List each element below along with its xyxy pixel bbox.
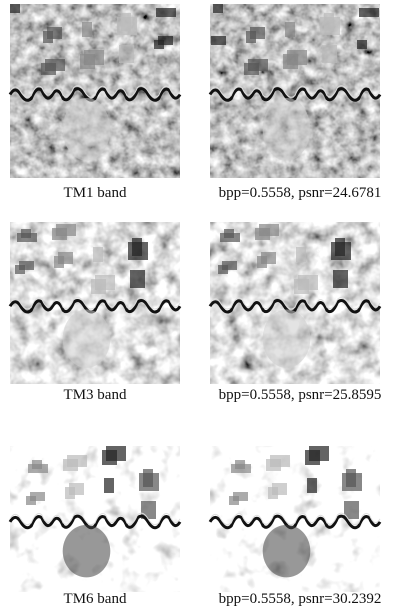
field-block xyxy=(231,464,251,473)
river xyxy=(208,87,382,102)
field-block xyxy=(342,473,362,491)
field-block xyxy=(91,279,106,294)
field-block xyxy=(255,228,270,240)
river-bank xyxy=(9,296,181,310)
field-block xyxy=(233,492,248,501)
field-block xyxy=(344,501,359,519)
result-caption: bpp=0.5558, psnr=24.6781 xyxy=(219,185,382,201)
satellite-image xyxy=(8,222,182,384)
satellite-image xyxy=(208,446,382,592)
field-block xyxy=(10,4,20,13)
field-block xyxy=(130,270,145,288)
field-block xyxy=(54,256,64,268)
urban-area xyxy=(62,309,111,368)
river-bank xyxy=(209,512,381,526)
field-block xyxy=(257,256,267,268)
river xyxy=(8,298,182,314)
urban-area xyxy=(262,524,311,578)
field-block xyxy=(305,450,320,465)
field-block xyxy=(229,496,239,505)
river xyxy=(8,87,182,102)
field-block xyxy=(218,265,228,274)
field-block xyxy=(63,459,78,471)
field-block xyxy=(320,17,340,35)
field-block xyxy=(294,279,309,294)
field-block xyxy=(17,233,37,242)
urban-area xyxy=(262,309,311,368)
river-bank xyxy=(9,85,181,98)
field-block xyxy=(285,22,295,37)
field-block xyxy=(117,17,137,35)
field-block xyxy=(357,40,367,49)
field-block xyxy=(156,8,176,17)
field-block xyxy=(307,478,317,493)
field-block xyxy=(82,22,92,37)
field-block xyxy=(359,8,379,17)
result-caption: bpp=0.5558, psnr=30.2392 xyxy=(219,591,382,607)
field-block xyxy=(331,242,351,260)
river xyxy=(8,514,182,530)
field-block xyxy=(119,45,134,63)
river-bank xyxy=(9,512,181,526)
field-block xyxy=(283,54,298,69)
river-bank xyxy=(209,85,381,98)
field-block xyxy=(220,233,240,242)
field-block xyxy=(15,265,25,274)
field-block xyxy=(26,496,36,505)
field-block xyxy=(158,36,173,45)
field-block xyxy=(139,473,159,491)
field-block xyxy=(93,247,103,262)
result-caption: bpp=0.5558, psnr=25.8595 xyxy=(219,387,382,403)
field-block xyxy=(333,270,348,288)
field-block xyxy=(222,261,237,270)
urban-area xyxy=(262,97,311,161)
satellite-image xyxy=(8,4,182,178)
urban-area xyxy=(62,524,111,578)
field-block xyxy=(104,478,114,493)
river xyxy=(208,298,382,314)
urban-area xyxy=(62,97,111,161)
river xyxy=(208,514,382,530)
band-caption: TM6 band xyxy=(64,591,127,607)
field-block xyxy=(128,242,148,260)
field-block xyxy=(296,247,306,262)
field-block xyxy=(246,31,256,43)
river-bank xyxy=(209,296,381,310)
satellite-image xyxy=(208,4,382,178)
field-block xyxy=(43,31,53,43)
field-block xyxy=(52,228,67,240)
field-block xyxy=(213,4,223,13)
field-block xyxy=(154,40,164,49)
field-block xyxy=(65,487,75,499)
satellite-image xyxy=(208,222,382,384)
field-block xyxy=(244,63,259,75)
field-block xyxy=(211,36,226,45)
field-block xyxy=(30,492,45,501)
field-block xyxy=(28,464,48,473)
satellite-image xyxy=(8,446,182,592)
field-block xyxy=(80,54,95,69)
field-block xyxy=(322,45,337,63)
band-caption: TM1 band xyxy=(64,185,127,201)
field-block xyxy=(41,63,56,75)
band-caption: TM3 band xyxy=(64,387,127,403)
field-block xyxy=(266,459,281,471)
field-block xyxy=(19,261,34,270)
field-block xyxy=(102,450,117,465)
field-block xyxy=(268,487,278,499)
